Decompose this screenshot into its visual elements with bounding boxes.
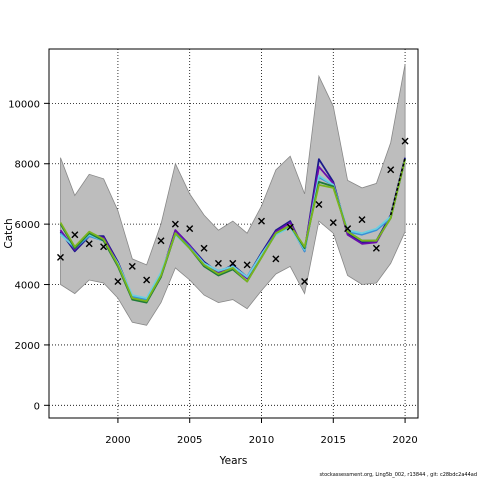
observed-point [258, 217, 265, 225]
y-tick-label: 6000 [15, 220, 40, 231]
y-tick-label: 2000 [15, 341, 40, 352]
observed-points [56, 137, 409, 286]
observed-point [128, 262, 136, 270]
x-axis-ticks: 2000 2005 2010 2015 2020 [105, 418, 418, 446]
observed-point [157, 237, 165, 245]
y-tick-label: 0 [34, 401, 40, 412]
observed-point [315, 201, 323, 209]
observed-point [85, 240, 93, 248]
x-tick-label: 2020 [392, 435, 417, 446]
observed-point [272, 255, 280, 263]
observed-point [301, 278, 309, 286]
x-axis-label: Years [219, 455, 248, 467]
observed-point [229, 259, 237, 267]
confidence-band [60, 64, 406, 326]
observed-point [171, 220, 179, 228]
observed-point [387, 166, 395, 174]
observed-point [214, 259, 222, 267]
observed-point [344, 225, 352, 233]
y-tick-label: 8000 [15, 160, 40, 171]
observed-point [286, 223, 294, 231]
observed-point [329, 219, 337, 227]
observed-point [186, 225, 194, 233]
x-tick-label: 2005 [177, 435, 202, 446]
observed-point [100, 243, 108, 251]
observed-point [200, 244, 208, 252]
y-axis-ticks: 0 2000 4000 6000 8000 10000 [8, 99, 49, 412]
observed-point [372, 244, 380, 252]
y-tick-label: 10000 [8, 99, 40, 110]
x-tick-label: 2000 [105, 435, 130, 446]
observed-point [71, 231, 79, 239]
y-tick-label: 4000 [15, 281, 40, 292]
x-tick-label: 2010 [249, 435, 274, 446]
series-layer [59, 157, 406, 304]
series-line-6 [59, 158, 406, 303]
x-tick-label: 2015 [321, 435, 346, 446]
y-axis-label: Catch [3, 218, 15, 248]
observed-point [56, 253, 64, 261]
observed-point [358, 216, 366, 224]
observed-point [143, 276, 151, 284]
plot-frame [48, 48, 419, 419]
observed-point [401, 137, 409, 145]
footer-note: stockassessment.org, Ling5b_002, r13844 … [319, 472, 477, 478]
observed-point [243, 261, 251, 269]
observed-point [114, 278, 122, 286]
